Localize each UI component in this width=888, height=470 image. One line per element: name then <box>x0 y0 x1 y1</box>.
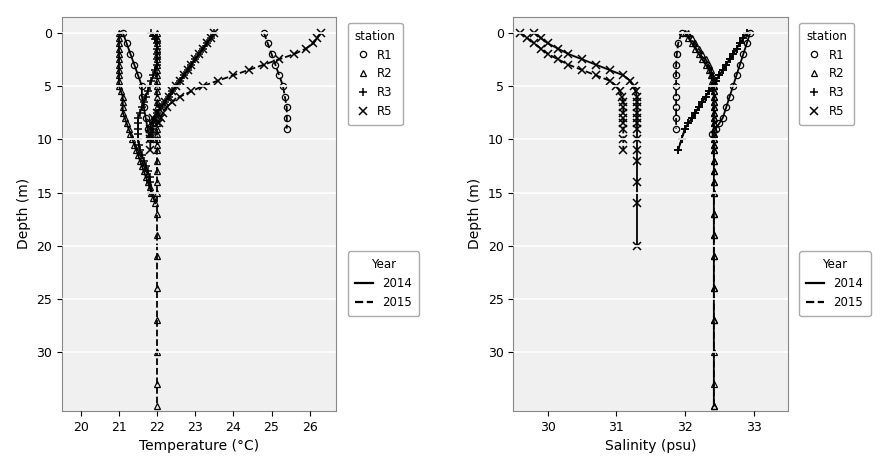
X-axis label: Salinity (psu): Salinity (psu) <box>605 439 696 454</box>
Legend: 2014, 2015: 2014, 2015 <box>799 251 870 316</box>
Y-axis label: Depth (m): Depth (m) <box>468 178 482 250</box>
X-axis label: Temperature (°C): Temperature (°C) <box>139 439 259 454</box>
Y-axis label: Depth (m): Depth (m) <box>17 178 31 250</box>
Legend: 2014, 2015: 2014, 2015 <box>348 251 419 316</box>
